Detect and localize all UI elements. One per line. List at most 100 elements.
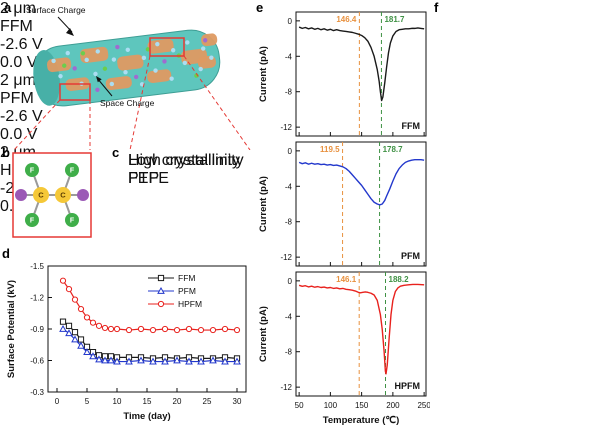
svg-text:HPFM: HPFM [395,381,421,391]
svg-text:30: 30 [233,397,242,406]
colorbar-min-label: 0.0 V [0,54,38,71]
kpfm-row-pfm: 2 μm PFM -2.6 V 0.0 V [0,72,600,144]
fluorine-atom [65,163,79,177]
svg-text:Surface Potential (kV): Surface Potential (kV) [6,280,17,378]
svg-text:146.1: 146.1 [336,275,357,284]
kpfm-row-ffm: 2 μm FFM -2.6 V 0.0 V [0,0,600,72]
svg-text:-12: -12 [280,253,292,262]
svg-text:25: 25 [203,397,212,406]
space-charge-arrowhead [96,76,102,83]
panel-a-label: a [4,0,12,15]
svg-text:-8: -8 [285,348,293,357]
fluorine-atom [25,163,39,177]
svg-text:Current (pA): Current (pA) [258,306,269,362]
sample-label: PFM [0,90,34,107]
highlight-box-interface [149,37,185,57]
surface-charge-label: Surface Charge [26,5,86,15]
svg-text:Current (pA): Current (pA) [258,176,269,232]
fluorine-label: F [30,168,35,175]
svg-text:150: 150 [355,401,369,410]
svg-text:5: 5 [85,397,90,406]
svg-text:-12: -12 [280,383,292,392]
panel-c-label: c [112,145,120,160]
svg-text:Current (pA): Current (pA) [258,46,269,102]
panel-e-chart: 0 -4 -8 -12 Current (pA) 146.4 181.7 FFM 0 -4 -8 -1… [258,11,430,426]
surface-charge-arrowhead [66,28,74,36]
svg-text:-8: -8 [285,218,293,227]
fluorine-label: F [70,168,75,175]
carbon-label: C [60,191,66,200]
svg-text:-1.2: -1.2 [30,294,44,303]
svg-text:50: 50 [295,401,304,410]
svg-text:10: 10 [113,397,122,406]
carbon-atom [33,187,49,203]
svg-text:0: 0 [288,147,293,156]
colorbar-min-label: 0.0 V [0,126,38,143]
fluorine-label: F [70,218,75,225]
kpfm-micrograph-pfm: 2 μm PFM [0,72,600,108]
fluorine-atom [65,213,79,227]
svg-text:-0.3: -0.3 [30,388,44,397]
panel-a-schematic: Surface Charge Space Charge [13,5,251,150]
panel-f-label: f [434,0,439,15]
svg-text:-0.9: -0.9 [30,325,44,334]
highlight-box-space-charge [59,83,91,101]
ptfe-label: High crystallinity PTFE [128,152,244,187]
scale-label: 2 μm [0,72,36,89]
panel-b-label: b [2,145,10,160]
kpfm-micrograph-ffm: 2 μm FFM [0,0,600,36]
svg-text:20: 20 [173,397,182,406]
svg-text:-8: -8 [285,88,293,97]
svg-text:FFM: FFM [402,121,421,131]
fluorine-label: F [30,218,35,225]
svg-text:PFM: PFM [178,286,196,296]
svg-text:146.4: 146.4 [336,15,357,24]
panel-b-molecule: F F F F C C [12,152,92,238]
space-charge-label: Space Charge [100,98,155,108]
svg-text:0: 0 [288,277,293,286]
svg-text:250: 250 [417,401,430,410]
fep-layer: Low crystallinity FEP [128,152,252,195]
svg-text:178.7: 178.7 [383,145,404,154]
carbon-atom [55,187,71,203]
bilayer-schematic: Low crystallinity FEP High crystallinity… [128,152,252,238]
svg-text:PFM: PFM [401,251,420,261]
svg-text:-1.5: -1.5 [30,262,44,271]
svg-text:HPFM: HPFM [178,299,202,309]
ptfe-layer: High crystallinity PTFE [128,152,252,188]
svg-text:-4: -4 [285,182,293,191]
svg-text:FFM: FFM [178,273,195,283]
sample-label: FFM [0,18,33,35]
svg-text:Temperature (℃): Temperature (℃) [323,415,399,426]
chain-atom [77,189,89,201]
carbon-label: C [38,191,44,200]
panel-e-label: e [256,0,264,15]
fluorine-atom [25,213,39,227]
panel-d-chart: 0 5 10 15 20 25 30 -1.5 -1.2 -0.9 -0.6 -0.3 Time (da… [6,262,247,422]
fiber-particles [46,33,218,92]
svg-text:0: 0 [288,17,293,26]
svg-text:15: 15 [143,397,152,406]
scale-label: 2 μm [0,0,36,17]
chain-atom [15,189,27,201]
space-charge-arrow [96,77,113,97]
callout-dash-line [13,99,61,150]
svg-text:-4: -4 [285,52,293,61]
svg-text:-0.6: -0.6 [30,357,44,366]
svg-text:181.7: 181.7 [384,15,405,24]
callout-dash-line [129,55,151,150]
svg-text:0: 0 [55,397,60,406]
callout-dash-line [183,55,251,150]
svg-text:100: 100 [324,401,338,410]
svg-text:200: 200 [386,401,400,410]
colorbar-max-label: -2.6 V [0,36,43,53]
colorbar-max-label: -2.6 V [0,108,43,125]
svg-text:188.2: 188.2 [389,275,410,284]
svg-text:Time (day): Time (day) [123,411,170,422]
fiber-illustration [33,29,221,107]
svg-text:119.5: 119.5 [320,145,340,154]
svg-text:-12: -12 [280,123,292,132]
fep-label: Low crystallinity FEP [128,152,241,187]
panel-d-label: d [2,246,10,261]
